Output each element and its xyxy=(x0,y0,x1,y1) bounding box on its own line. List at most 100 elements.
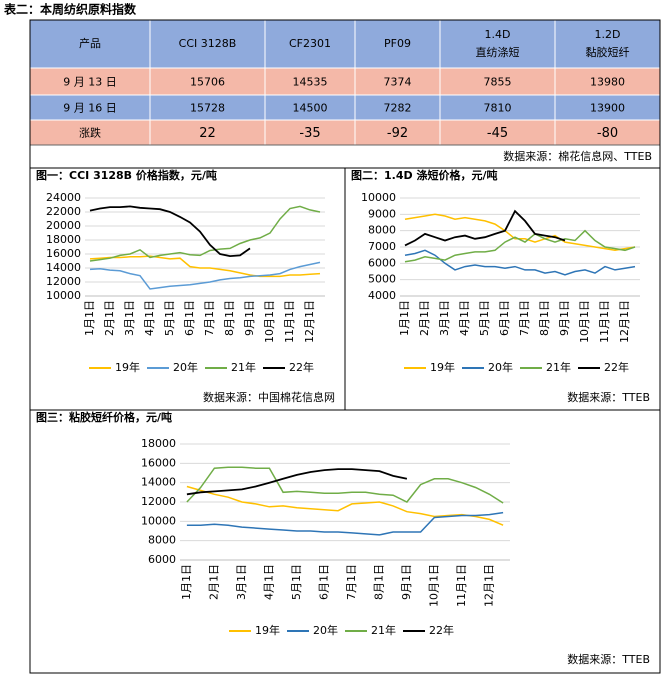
y-tick-label: 6000 xyxy=(368,256,396,269)
chart-title: 图一：CCI 3128B 价格指数，元/吨 xyxy=(36,168,217,182)
x-tick-label: 12月1日 xyxy=(618,300,631,343)
x-tick-label: 12月1日 xyxy=(303,300,316,343)
y-tick-label: 22000 xyxy=(46,205,81,218)
x-tick-label: 2月1日 xyxy=(207,564,220,600)
x-tick-label: 2月1日 xyxy=(418,300,431,336)
y-tick-label: 24000 xyxy=(46,191,81,204)
doc-title: 表二：本周纺织原料指数 xyxy=(3,2,137,17)
table-cell xyxy=(29,119,151,146)
table-value: -80 xyxy=(597,126,618,141)
table-value: 9 月 13 日 xyxy=(63,76,117,89)
x-tick-label: 2月1日 xyxy=(103,300,116,336)
x-tick-label: 9月1日 xyxy=(558,300,571,336)
x-tick-label: 1月1日 xyxy=(83,300,96,336)
series-line xyxy=(186,511,504,536)
series-line xyxy=(186,466,504,504)
y-tick-label: 14000 xyxy=(46,261,81,274)
table-value: 15728 xyxy=(190,102,225,115)
legend-label: 22年 xyxy=(604,360,629,374)
table-value: 7855 xyxy=(484,76,512,89)
column-header: PF09 xyxy=(384,37,411,50)
y-tick-label: 8000 xyxy=(148,534,176,547)
y-tick-label: 14000 xyxy=(141,476,176,489)
table-value: 13980 xyxy=(590,76,625,89)
x-tick-label: 12月1日 xyxy=(482,564,495,607)
y-tick-label: 18000 xyxy=(46,233,81,246)
series-line xyxy=(186,468,408,496)
series-line xyxy=(89,205,321,262)
table-value: -92 xyxy=(387,126,408,141)
series-line xyxy=(404,209,566,247)
y-tick-label: 5000 xyxy=(368,273,396,286)
y-tick-label: 20000 xyxy=(46,219,81,232)
chart-title: 图三：粘胶短纤价格，元/吨 xyxy=(36,410,172,424)
x-tick-label: 8月1日 xyxy=(223,300,236,336)
legend-label: 19年 xyxy=(255,623,280,637)
table-cell xyxy=(29,19,151,69)
legend-label: 19年 xyxy=(115,360,140,374)
table-value: 22 xyxy=(199,126,216,141)
chart-frame xyxy=(29,409,661,674)
x-tick-label: 9月1日 xyxy=(400,564,413,600)
legend-label: 20年 xyxy=(173,360,198,374)
column-header: CCI 3128B xyxy=(179,37,237,50)
chart-title: 图二：1.4D 涤短价格，元/吨 xyxy=(351,168,497,182)
table-cell xyxy=(354,67,441,96)
table-value: 14535 xyxy=(293,76,328,89)
x-tick-label: 11月1日 xyxy=(455,564,468,607)
y-tick-label: 12000 xyxy=(46,275,81,288)
table-cell xyxy=(149,119,266,146)
y-tick-label: 16000 xyxy=(46,247,81,260)
table-value: 9 月 16 日 xyxy=(63,102,117,115)
y-tick-label: 7000 xyxy=(368,240,396,253)
x-tick-label: 5月1日 xyxy=(478,300,491,336)
x-tick-label: 8月1日 xyxy=(538,300,551,336)
legend-label: 22年 xyxy=(289,360,314,374)
legend-label: 21年 xyxy=(371,623,396,637)
x-tick-label: 10月1日 xyxy=(263,300,276,343)
x-tick-label: 5月1日 xyxy=(163,300,176,336)
column-header: 直纺涤短 xyxy=(476,45,520,59)
x-tick-label: 9月1日 xyxy=(243,300,256,336)
chart-source: 数据来源：TTEB xyxy=(567,652,650,666)
x-tick-label: 6月1日 xyxy=(317,564,330,600)
column-header: 产品 xyxy=(79,36,101,50)
y-tick-label: 6000 xyxy=(148,553,176,566)
table-cell xyxy=(554,19,661,69)
table-value: -35 xyxy=(299,126,320,141)
series-line xyxy=(186,485,504,526)
table-value: 7810 xyxy=(484,102,512,115)
x-tick-label: 10月1日 xyxy=(427,564,440,607)
x-tick-label: 4月1日 xyxy=(143,300,156,336)
x-tick-label: 8月1日 xyxy=(372,564,385,600)
table-cell xyxy=(149,19,266,69)
y-tick-label: 16000 xyxy=(141,456,176,469)
table-value: 7282 xyxy=(384,102,412,115)
x-tick-label: 4月1日 xyxy=(262,564,275,600)
x-tick-label: 4月1日 xyxy=(458,300,471,336)
series-line xyxy=(404,213,636,252)
series-line xyxy=(89,255,321,278)
y-tick-label: 4000 xyxy=(368,289,396,302)
series-line xyxy=(89,261,321,290)
x-tick-label: 7月1日 xyxy=(345,564,358,600)
y-tick-label: 10000 xyxy=(361,191,396,204)
legend-label: 21年 xyxy=(546,360,571,374)
column-header: CF2301 xyxy=(289,37,331,50)
table-cell xyxy=(149,94,266,121)
table-cell xyxy=(439,119,556,146)
x-tick-label: 1月1日 xyxy=(398,300,411,336)
x-tick-label: 3月1日 xyxy=(235,564,248,600)
column-header: 1.4D xyxy=(485,28,511,41)
chart-frame xyxy=(344,167,661,411)
x-tick-label: 1月1日 xyxy=(180,564,193,600)
table-cell xyxy=(354,94,441,121)
column-header: 黏胶短纤 xyxy=(586,45,630,59)
x-tick-label: 5月1日 xyxy=(290,564,303,600)
table-value: 7374 xyxy=(384,76,412,89)
legend-label: 19年 xyxy=(430,360,455,374)
table-cell xyxy=(554,94,661,121)
x-tick-label: 3月1日 xyxy=(438,300,451,336)
y-tick-label: 10000 xyxy=(46,289,81,302)
y-tick-label: 12000 xyxy=(141,495,176,508)
